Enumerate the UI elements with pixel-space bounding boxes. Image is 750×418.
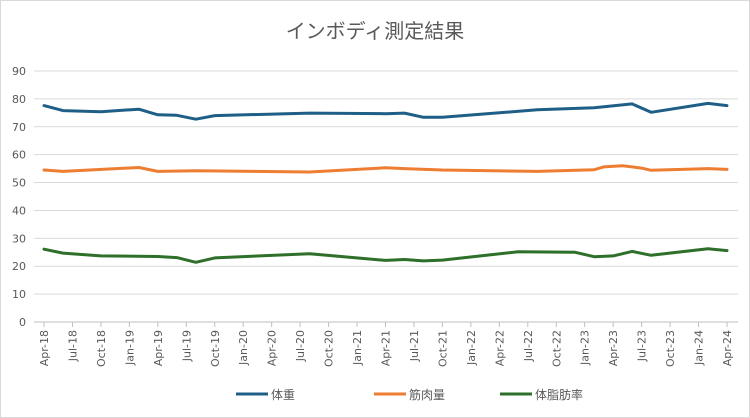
x-tick-label: Jan-24 bbox=[693, 330, 706, 366]
y-tick-label: 70 bbox=[12, 121, 26, 134]
x-tick-label: Jan-23 bbox=[579, 330, 592, 366]
series-line-0 bbox=[42, 101, 729, 121]
x-tick-label: Apr-24 bbox=[721, 330, 734, 366]
y-tick-label: 50 bbox=[12, 177, 26, 190]
x-tick-label: Oct-20 bbox=[323, 330, 336, 367]
x-tick-label: Jul-22 bbox=[522, 330, 535, 362]
x-tick-label: Jan-21 bbox=[351, 330, 364, 366]
x-tick-label: Apr-23 bbox=[607, 330, 620, 366]
y-tick-label: 90 bbox=[12, 65, 26, 78]
chart-title: インボディ測定結果 bbox=[286, 19, 465, 43]
x-tick-label: Jan-22 bbox=[465, 330, 478, 366]
x-tick-label: Oct-22 bbox=[550, 330, 563, 367]
legend-item-0[interactable]: 体重 bbox=[236, 388, 295, 402]
x-tick-label: Jul-21 bbox=[408, 330, 421, 362]
legend-label: 筋肉量 bbox=[409, 387, 445, 402]
y-tick-label: 30 bbox=[12, 232, 26, 245]
legend-label: 体脂肪率 bbox=[535, 387, 583, 402]
x-tick-label: Apr-19 bbox=[152, 330, 165, 366]
legend-item-2[interactable]: 体脂肪率 bbox=[500, 387, 583, 402]
y-tick-label: 40 bbox=[12, 204, 26, 217]
x-tick-label: Oct-21 bbox=[436, 330, 449, 367]
series-line-2 bbox=[42, 247, 729, 264]
x-tick-label: Jul-23 bbox=[636, 330, 649, 362]
x-tick-label: Jul-18 bbox=[66, 330, 79, 362]
y-tick-label: 0 bbox=[19, 316, 26, 329]
y-tick-label: 80 bbox=[12, 93, 26, 106]
x-tick-label: Jul-20 bbox=[294, 330, 307, 362]
x-tick-label: Jan-20 bbox=[237, 330, 250, 366]
legend-label: 体重 bbox=[271, 388, 295, 402]
y-tick-label: 60 bbox=[12, 149, 26, 162]
x-tick-label: Apr-18 bbox=[38, 330, 51, 366]
x-tick-label: Oct-23 bbox=[664, 330, 677, 367]
y-tick-label: 10 bbox=[12, 288, 26, 301]
legend-item-1[interactable]: 筋肉量 bbox=[374, 387, 445, 402]
x-tick-label: Jul-19 bbox=[180, 330, 193, 362]
x-tick-label: Apr-20 bbox=[266, 330, 279, 366]
series-line-1 bbox=[42, 164, 729, 174]
x-tick-label: Oct-18 bbox=[95, 330, 108, 367]
x-tick-label: Jan-19 bbox=[123, 330, 136, 366]
x-tick-label: Apr-21 bbox=[380, 330, 393, 366]
x-tick-label: Oct-19 bbox=[209, 330, 222, 367]
y-tick-label: 20 bbox=[12, 260, 26, 273]
x-tick-label: Apr-22 bbox=[493, 330, 506, 366]
